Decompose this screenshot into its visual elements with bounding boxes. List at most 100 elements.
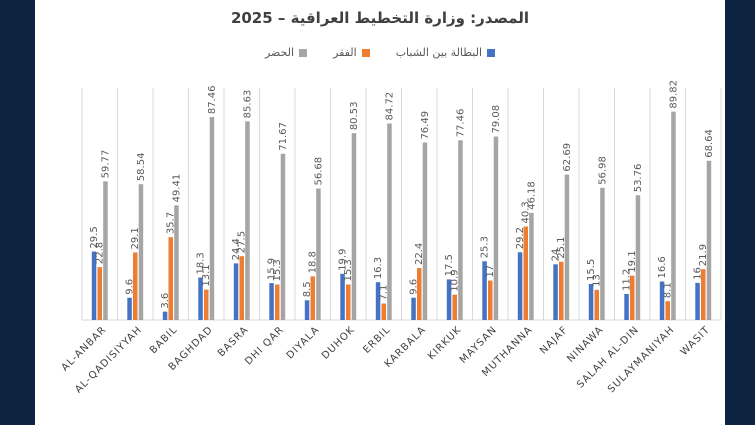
data-label: 16.6 <box>657 256 668 278</box>
bar <box>564 174 570 320</box>
legend-label: البطالة بين الشباب <box>395 46 483 59</box>
data-label: 3.6 <box>160 293 171 309</box>
bar <box>695 282 700 320</box>
data-label: 29.5 <box>89 226 100 248</box>
bar <box>493 136 499 320</box>
data-label: 10.9 <box>450 269 461 291</box>
bar <box>198 277 203 320</box>
bar <box>482 261 487 320</box>
data-label: 13.1 <box>201 264 212 286</box>
bar <box>659 281 665 320</box>
data-label: 15.3 <box>343 259 354 281</box>
bar <box>422 142 428 320</box>
data-label: 15.3 <box>272 259 283 281</box>
bar <box>168 237 173 320</box>
data-label: 76.49 <box>420 111 431 140</box>
data-label: 84.72 <box>384 92 395 121</box>
data-label: 24 <box>551 249 562 262</box>
bar <box>452 294 457 320</box>
data-label: 18.3 <box>196 252 207 274</box>
legend-label: الحضر <box>264 46 295 59</box>
legend-swatch <box>299 48 308 57</box>
x-tick-label: BABIL <box>148 324 180 356</box>
data-label: 71.67 <box>278 122 289 151</box>
data-label: 24.4 <box>231 238 242 260</box>
x-tick-label: DHI QAR <box>243 324 286 367</box>
data-label: 89.82 <box>668 80 679 109</box>
bar <box>375 282 381 320</box>
x-tick-label: WASIT <box>679 324 713 358</box>
legend-swatch <box>361 48 370 57</box>
data-label: 62.69 <box>562 143 573 172</box>
data-label: 80.53 <box>349 102 360 131</box>
data-label: 9.6 <box>125 279 136 295</box>
bar <box>346 284 351 320</box>
bar <box>316 188 321 320</box>
bar <box>624 294 629 320</box>
data-label: 56.68 <box>313 157 324 186</box>
x-tick-label: ERBIL <box>361 324 393 356</box>
bar <box>209 117 215 320</box>
bar <box>553 264 558 320</box>
data-label: 77.46 <box>455 109 466 138</box>
data-label: 25.3 <box>480 236 491 258</box>
x-tick-label: NAJAF <box>538 324 570 356</box>
data-label: 25.1 <box>556 237 567 259</box>
data-label: 56.98 <box>597 156 608 185</box>
data-label: 16 <box>693 267 704 280</box>
data-label: 29.2 <box>515 227 526 249</box>
bar <box>488 280 493 320</box>
data-label: 15.5 <box>586 259 597 281</box>
bar <box>665 301 670 320</box>
bar <box>269 283 274 320</box>
data-label: 17 <box>485 265 496 278</box>
data-label: 11.2 <box>622 269 633 291</box>
bar <box>133 252 138 320</box>
data-label: 17.5 <box>444 254 455 276</box>
bar <box>529 212 534 320</box>
data-label: 85.63 <box>242 90 253 119</box>
x-tick-label: SALAH AL-DIN <box>575 324 641 390</box>
data-label: 46.18 <box>526 181 537 210</box>
bar <box>275 284 280 320</box>
bar <box>630 275 635 320</box>
data-label: 35.7 <box>166 212 177 234</box>
data-label: 53.76 <box>633 164 644 193</box>
x-tick-label: DIYALA <box>285 324 322 361</box>
x-tick-label: BASRA <box>216 324 251 359</box>
legend-entry: البطالة بين الشباب <box>395 46 496 59</box>
data-label: 8.1 <box>663 282 674 298</box>
bar <box>588 284 594 320</box>
bar <box>239 256 244 320</box>
data-label: 40.3 <box>521 201 532 223</box>
data-label: 7.1 <box>379 285 390 301</box>
data-label: 22.8 <box>95 242 106 264</box>
legend-entry: الحضر <box>264 46 308 59</box>
data-label: 8.5 <box>302 281 313 297</box>
bar <box>245 121 250 320</box>
bar <box>174 205 179 320</box>
data-label: 16.3 <box>373 257 384 279</box>
bar <box>351 133 357 320</box>
bar <box>340 273 345 320</box>
bar <box>381 303 386 320</box>
bar <box>523 226 528 320</box>
bar <box>97 267 102 320</box>
bar-chart: 29.522.859.77AL-ANBAR9.629.158.54AL-QADI… <box>60 80 722 396</box>
data-label: 49.41 <box>171 174 182 203</box>
bar <box>103 181 108 320</box>
bar <box>127 297 132 320</box>
data-label: 9.6 <box>409 279 420 295</box>
data-label: 19.1 <box>627 250 638 272</box>
bar <box>91 251 97 320</box>
legend-entry: الفقر <box>333 46 370 59</box>
bar <box>671 111 676 320</box>
data-label: 19.9 <box>338 249 349 271</box>
bar <box>162 311 168 320</box>
data-label: 59.77 <box>100 150 111 179</box>
data-label: 22.4 <box>414 243 425 265</box>
bar <box>701 269 706 320</box>
bar <box>138 184 144 320</box>
bar <box>458 140 463 320</box>
x-tick-label: DUHOK <box>320 324 357 361</box>
